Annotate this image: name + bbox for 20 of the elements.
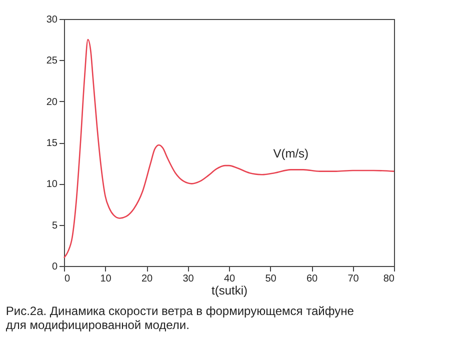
x-tick-label: 80 <box>383 274 395 284</box>
line-series <box>63 38 395 258</box>
y-tick-label: 0 <box>52 262 58 272</box>
x-tick-label: 10 <box>100 274 112 284</box>
y-tick-label: 5 <box>52 220 58 232</box>
x-tick-label: 30 <box>182 274 194 284</box>
x-tick-label: 70 <box>348 274 360 284</box>
x-tick-label: 60 <box>306 274 318 284</box>
x-tick-label: 40 <box>224 274 236 284</box>
x-tick-label: 50 <box>265 274 277 284</box>
y-tick-label: 20 <box>46 96 58 108</box>
series-label: V(m/s) <box>273 146 309 161</box>
x-tick-label: 20 <box>141 274 153 284</box>
x-tick-label: 0 <box>64 274 70 284</box>
text: Рис.2а. Динамика скорости ветра в формирующемся тайфуне для модифицированной модели. <box>6 304 354 332</box>
y-tick-label: 30 <box>46 14 58 26</box>
y-tick-label: 25 <box>46 56 58 67</box>
x-axis-title: t(sutki) <box>212 284 248 298</box>
y-tick-label: 10 <box>46 179 58 190</box>
y-tick-label: 15 <box>46 138 58 149</box>
